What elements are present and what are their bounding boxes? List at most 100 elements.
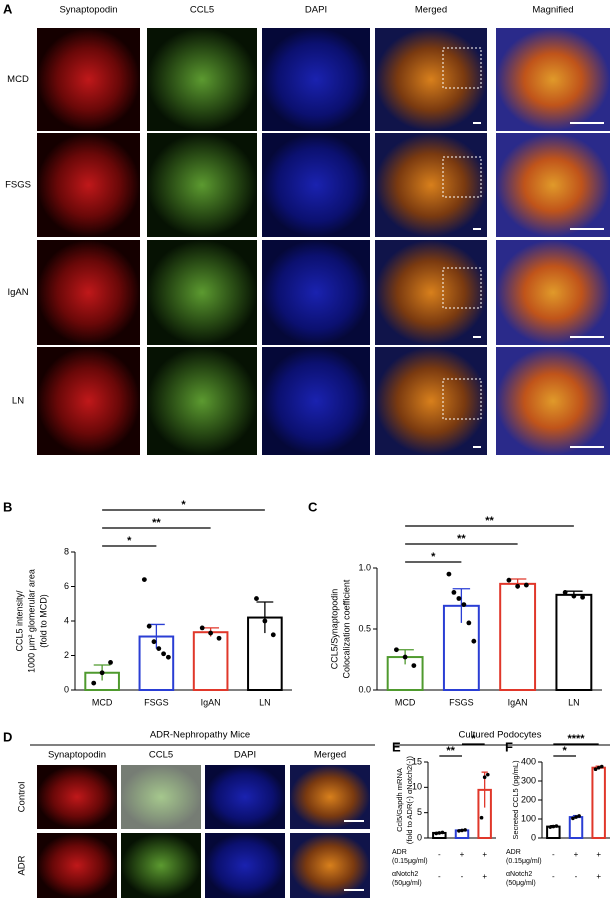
data-point <box>463 828 467 832</box>
condition-sign: + <box>596 872 601 881</box>
micrograph <box>121 833 201 898</box>
row-label: IgAN <box>7 287 28 298</box>
micrograph <box>496 347 610 455</box>
inset-box <box>442 267 482 309</box>
data-point <box>199 625 205 631</box>
micrograph <box>262 28 370 131</box>
data-point <box>571 816 575 821</box>
data-point <box>216 635 222 641</box>
data-point <box>141 577 147 582</box>
x-tick-label: MCD <box>395 697 416 707</box>
significance-label: ** <box>152 517 161 529</box>
data-point <box>434 831 439 836</box>
column-header: Synaptopodin <box>59 5 117 16</box>
micrograph <box>121 765 201 829</box>
data-point <box>485 772 490 777</box>
micrograph <box>205 765 285 829</box>
inset-box <box>442 156 482 198</box>
micrograph <box>375 347 487 455</box>
y-axis-label: (fold to ADR(-) αNotch2(-)) <box>405 755 414 844</box>
data-point <box>471 638 477 644</box>
condition-sign: + <box>482 850 487 859</box>
data-point <box>91 680 97 686</box>
y-axis-label: Secreted CCL5 (pg/mL) <box>511 760 520 840</box>
column-header: Merged <box>415 5 447 16</box>
condition-sign: - <box>552 850 555 859</box>
y-tick-label: 100 <box>521 813 536 823</box>
column-header: DAPI <box>305 5 327 16</box>
y-tick-label: 10 <box>412 782 422 792</box>
y-axis-label: Ccl5/Gapdh mRNA <box>395 768 404 832</box>
micrograph <box>496 133 610 237</box>
data-point <box>165 654 171 660</box>
y-tick-label: 0.0 <box>358 684 371 694</box>
data-point <box>437 831 442 835</box>
condition-sign: + <box>596 850 601 859</box>
y-tick-label: 6 <box>64 581 69 591</box>
condition-label: (50μg/ml) <box>506 880 536 887</box>
panel-label: A <box>3 1 13 16</box>
data-point <box>156 646 162 651</box>
inset-box <box>442 47 482 89</box>
data-point <box>596 765 601 770</box>
condition-label: (0.15μg/ml) <box>506 858 542 865</box>
micrograph <box>375 28 487 131</box>
data-point <box>411 663 417 668</box>
bar <box>192 631 229 692</box>
micrograph <box>37 347 140 455</box>
data-point <box>460 828 464 833</box>
row-label: LN <box>12 396 24 407</box>
condition-label: (0.15μg/ml) <box>392 858 428 865</box>
data-point <box>440 830 445 835</box>
micrograph <box>37 833 117 898</box>
y-tick-label: 0 <box>417 832 422 842</box>
data-point <box>574 815 578 819</box>
column-header: Merged <box>314 750 346 761</box>
row-label: Control <box>17 782 28 813</box>
data-point <box>599 764 604 769</box>
x-tick-label: LN <box>568 697 580 707</box>
significance-label: * <box>471 733 476 745</box>
inset-box <box>442 378 482 420</box>
data-point <box>548 825 553 829</box>
data-point <box>146 623 152 629</box>
panel-label: F <box>505 739 513 754</box>
y-tick-label: 5 <box>417 807 422 817</box>
data-point <box>446 571 452 577</box>
condition-sign: + <box>460 850 465 859</box>
y-tick-label: 0.5 <box>358 623 371 633</box>
significance-label: ** <box>446 745 455 757</box>
micrograph <box>205 833 285 898</box>
micrograph <box>375 133 487 237</box>
y-tick-label: 4 <box>64 615 69 625</box>
y-tick-label: 2 <box>64 650 69 660</box>
y-tick-label: 0 <box>531 832 536 842</box>
y-axis-label: 1000 μm² glomerular area <box>26 569 36 673</box>
y-tick-label: 8 <box>64 546 69 556</box>
row-label: ADR <box>17 855 28 875</box>
micrograph <box>37 28 140 131</box>
data-point <box>208 630 214 636</box>
column-header: Magnified <box>532 5 573 16</box>
y-tick-label: 300 <box>521 775 536 785</box>
condition-label: ADR <box>506 849 521 856</box>
column-header: Synaptopodin <box>48 750 106 761</box>
condition-sign: + <box>574 850 579 859</box>
data-point <box>466 620 472 626</box>
x-tick-label: FSGS <box>144 697 169 707</box>
condition-sign: - <box>438 850 441 859</box>
micrograph <box>37 765 117 829</box>
y-axis-label: (fold to MCD) <box>38 594 48 648</box>
y-axis-label: CCL5 intensity/ <box>14 590 24 652</box>
micrograph <box>147 133 257 237</box>
data-point <box>577 814 581 818</box>
x-tick-label: MCD <box>92 697 113 707</box>
significance-label: **** <box>567 733 585 745</box>
micrograph <box>496 240 610 345</box>
data-point <box>461 602 467 607</box>
data-point <box>580 594 585 600</box>
data-point <box>270 632 276 638</box>
significance-label: * <box>563 745 568 757</box>
condition-sign: - <box>575 872 578 881</box>
